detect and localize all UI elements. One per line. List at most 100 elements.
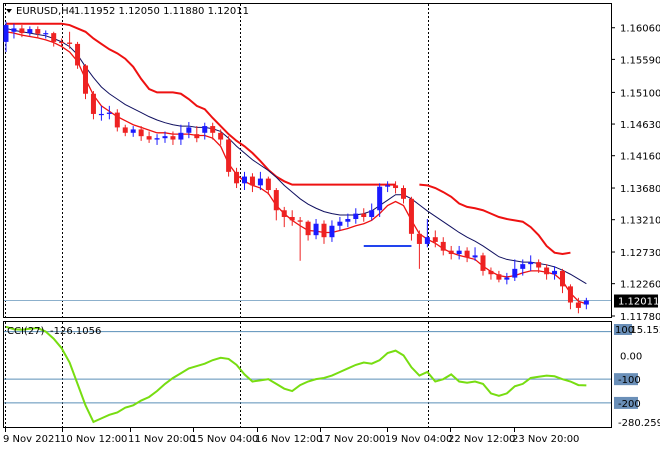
candle [202, 122, 208, 140]
candle [106, 105, 112, 120]
candle [480, 252, 486, 276]
candle-body [385, 185, 391, 187]
candle [3, 21, 9, 52]
candle [401, 185, 406, 204]
candle [281, 206, 287, 228]
candle-body [90, 93, 96, 114]
candle-body [122, 127, 128, 133]
candle-body [408, 198, 414, 234]
candle [536, 259, 542, 273]
candle [146, 131, 152, 143]
candle-body [552, 270, 558, 275]
candle [464, 247, 470, 263]
candle [98, 105, 104, 121]
candle-body [3, 25, 9, 42]
cci-max-label: 115.1529 [624, 325, 660, 336]
cci-level-tag [614, 396, 638, 409]
candle [218, 129, 224, 145]
price-tick-label: 1.13680 [620, 184, 660, 195]
cci-level-label: 0.00 [620, 351, 642, 362]
candle [83, 64, 88, 100]
candle-body [170, 136, 176, 140]
candle [122, 124, 128, 137]
candle [369, 203, 375, 221]
candle [51, 31, 57, 47]
candle-body [186, 127, 192, 133]
candle-body [416, 233, 422, 244]
candle-body [393, 185, 399, 189]
candle [583, 297, 589, 310]
candle-body [59, 41, 65, 44]
candle-body [51, 33, 57, 42]
candle-body [75, 43, 81, 66]
candle [385, 181, 391, 193]
candle [504, 272, 510, 285]
candle-body [448, 250, 454, 255]
candle [59, 38, 65, 47]
candle-body [369, 210, 375, 217]
indicator-name: CCI(27) [7, 326, 45, 337]
candle [162, 131, 168, 143]
candle-body [432, 237, 438, 242]
indicator-value: -126.1056 [50, 326, 101, 337]
candle-body [162, 136, 168, 139]
candle-body [178, 132, 184, 140]
candle [353, 208, 359, 224]
symbol-label: EURUSD,H4 [16, 6, 75, 17]
indicator-title: CCI(27) -126.1056 [7, 326, 101, 337]
candle [249, 173, 255, 193]
candle [520, 259, 526, 276]
candle-body [480, 255, 486, 271]
candle [472, 247, 478, 261]
price-tick-label: 1.16060 [620, 24, 660, 35]
candle [408, 196, 414, 241]
candle [393, 181, 399, 194]
indicator-axis[interactable]: 115.1529100 0.00 -100 -200 -280.2592 [614, 324, 660, 429]
cci-line [5, 325, 587, 424]
candle [130, 126, 136, 137]
indicator-pane-frame [3, 321, 612, 428]
candle [289, 210, 295, 226]
price-tick-label: 1.12730 [620, 248, 660, 259]
candle-body [234, 171, 240, 184]
candle [544, 264, 550, 280]
cci-level-label: 100 [615, 325, 634, 336]
candle-body [297, 220, 303, 222]
candle-body [496, 274, 502, 280]
current-price-value: 1.12011 [618, 297, 659, 308]
candle [75, 41, 81, 69]
candle-body [83, 65, 88, 94]
candle-body [226, 139, 232, 172]
time-tick-label: 22 Nov 12:00 [448, 434, 515, 445]
candle-body [329, 225, 335, 238]
candle-body [305, 221, 311, 236]
price-tick-label: 1.15590 [620, 55, 660, 66]
upper-band-segment [419, 183, 571, 256]
candlestick-series [3, 21, 589, 314]
time-tick-label: 9 Nov 2021 [3, 434, 61, 445]
candle-body [345, 219, 351, 222]
candle-body [265, 178, 271, 191]
dropdown-triangle-icon[interactable] [6, 9, 12, 13]
candle-body [281, 210, 287, 217]
main-pane-frame [3, 3, 612, 318]
current-price-tag: 1.12011 [614, 294, 659, 308]
time-tick-label: 23 Nov 20:00 [512, 434, 579, 445]
candle-body [154, 138, 160, 140]
candle [234, 167, 240, 189]
price-axis[interactable]: 1.16060 1.15590 1.15100 1.14630 1.14160 1.136… [611, 24, 660, 323]
candle [416, 230, 422, 269]
ohlc-values: 1.11952 1.12050 1.11880 1.12011 [74, 6, 249, 17]
cci-level-label: -200 [618, 399, 641, 410]
candle [186, 122, 192, 139]
time-tick-label: 10 Nov 12:00 [60, 434, 127, 445]
candle-body [242, 176, 247, 184]
candle [297, 216, 303, 261]
candle [552, 266, 558, 280]
candle [273, 188, 279, 221]
candle-body [440, 241, 446, 251]
candle [210, 122, 216, 140]
candle [567, 284, 573, 310]
